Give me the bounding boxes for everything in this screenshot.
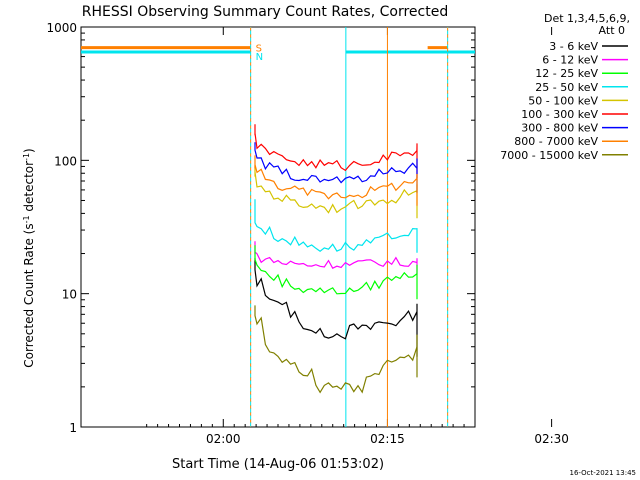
legend-header-detectors: Det 1,3,4,5,6,9, bbox=[544, 12, 630, 25]
flag-label-s: S bbox=[256, 44, 262, 55]
x-axis-label: Start Time (14-Aug-06 01:53:02) bbox=[172, 457, 384, 472]
y-tick-label-1: 1 bbox=[69, 421, 77, 435]
y-axis-label-close: ) bbox=[22, 148, 36, 153]
legend-header-attenuator: Att 0 bbox=[599, 24, 625, 37]
series-line-5 bbox=[254, 124, 418, 178]
flag-label-n: N bbox=[256, 52, 263, 63]
series-line-4 bbox=[254, 165, 418, 219]
legend-label-6: 300 - 800 keV bbox=[521, 122, 598, 135]
y-tick-label-100: 100 bbox=[54, 154, 77, 168]
x-tick-label-0200: 02:00 bbox=[206, 432, 241, 446]
series-line-3 bbox=[254, 199, 418, 253]
y-tick-label-1000: 1000 bbox=[46, 21, 77, 35]
legend-label-4: 50 - 100 keV bbox=[528, 94, 598, 107]
series-line-0 bbox=[254, 258, 418, 357]
y-axis-label-end: detector bbox=[22, 161, 36, 216]
series-line-7 bbox=[254, 155, 418, 206]
legend-label-1: 6 - 12 keV bbox=[542, 54, 598, 67]
legend-label-7: 800 - 7000 keV bbox=[514, 135, 598, 148]
y-tick-label-10: 10 bbox=[62, 288, 77, 302]
y-axis-label-main: Corrected Count Rate (s bbox=[22, 223, 36, 367]
timestamp-label: 16-Oct-2021 13:45 bbox=[570, 469, 636, 477]
y-axis-label: Corrected Count Rate (s-1 detector-1) bbox=[22, 148, 37, 367]
series-line-8 bbox=[254, 305, 418, 394]
series-line-2 bbox=[254, 245, 418, 300]
legend-label-3: 25 - 50 keV bbox=[535, 81, 598, 94]
x-tick-label-0230: 02:30 bbox=[534, 432, 569, 446]
legend-label-8: 7000 - 15000 keV bbox=[500, 149, 598, 162]
chart-title: RHESSI Observing Summary Count Rates, Co… bbox=[82, 4, 448, 20]
plot-area: 110100100002:0002:1502:3002:4503:0003:15… bbox=[46, 21, 569, 446]
legend-label-0: 3 - 6 keV bbox=[549, 40, 598, 53]
x-tick-label-0215: 02:15 bbox=[370, 432, 405, 446]
y-axis-label-sup1: -1 bbox=[22, 215, 31, 223]
plot-frame bbox=[80, 26, 476, 428]
legend-label-2: 12 - 25 keV bbox=[535, 67, 598, 80]
legend-label-5: 100 - 300 keV bbox=[521, 108, 598, 121]
y-axis-label-sup2: -1 bbox=[22, 153, 31, 161]
series-line-1 bbox=[254, 241, 418, 275]
